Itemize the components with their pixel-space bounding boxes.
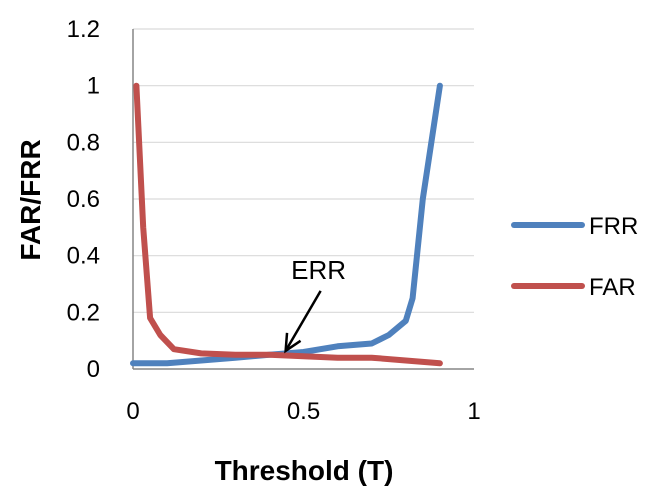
y-tick-label: 1: [87, 73, 100, 100]
x-tick-labels: 0 0.5 1: [126, 398, 480, 425]
x-tick-label: 0: [126, 398, 139, 425]
annotation-arrowhead: [284, 332, 302, 354]
y-tick-label: 0.6: [67, 186, 100, 213]
y-axis-title: FAR/FRR: [15, 139, 46, 260]
legend-label: FAR: [589, 274, 636, 301]
y-tick-label: 0.4: [67, 243, 100, 270]
x-tick-label: 0.5: [287, 398, 320, 425]
x-axis-title: Threshold (T): [215, 455, 394, 486]
y-tick-label: 0.8: [67, 129, 100, 156]
y-tick-label: 0: [87, 356, 100, 383]
y-tick-label: 0.2: [67, 299, 100, 326]
annotation-label: ERR: [291, 255, 346, 285]
series-line-frr: [130, 82, 443, 367]
legend: FRR FAR: [511, 213, 638, 301]
y-tick-labels: 0 0.2 0.4 0.6 0.8 1 1.2: [67, 16, 100, 383]
annotation-arrow: [284, 290, 322, 352]
series-line-far: [133, 82, 443, 367]
y-tick-label: 1.2: [67, 16, 100, 43]
gridlines: [133, 28, 474, 313]
x-tick-label: 1: [467, 398, 480, 425]
series-lines: [130, 82, 443, 367]
annotations: ERR: [284, 255, 346, 354]
legend-label: FRR: [589, 213, 638, 240]
